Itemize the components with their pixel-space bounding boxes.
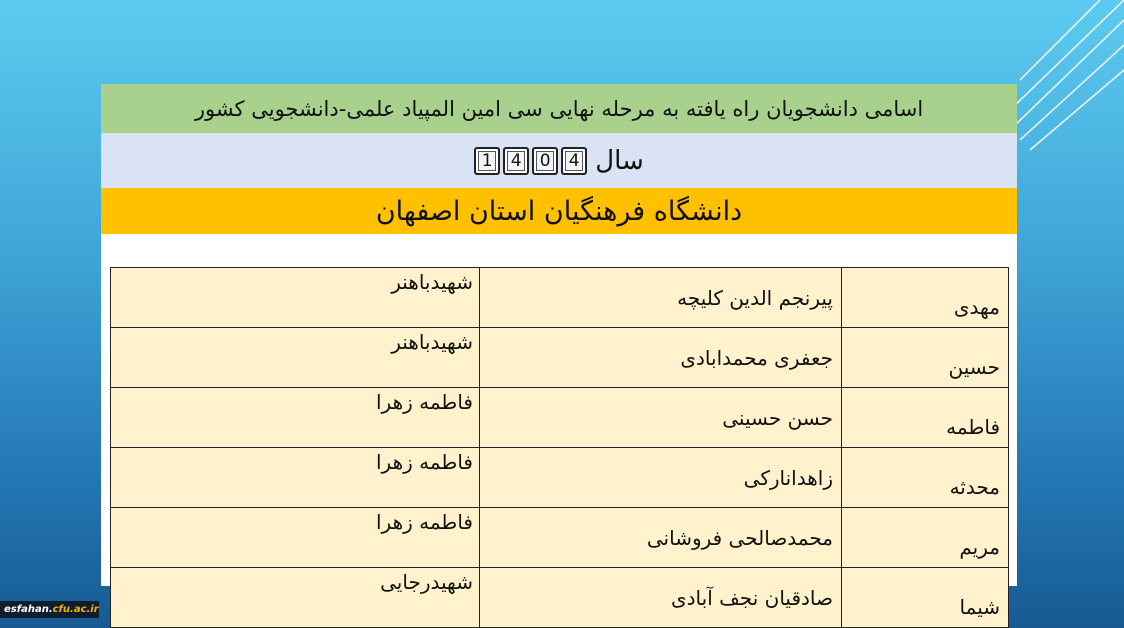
table-row: محدثه زاهدانارکی فاطمه زهرا — [110, 447, 1009, 508]
site-logo: esfahan.cfu.ac.ir — [0, 601, 99, 618]
campus-cell: شهیدباهنر — [110, 327, 480, 388]
logo-main: esfahan. — [4, 604, 53, 615]
university-name: دانشگاه فرهنگیان استان اصفهان — [375, 195, 743, 227]
last-name-cell: صادقیان نجف آبادی — [479, 567, 842, 628]
table-row: فاطمه حسن حسینی فاطمه زهرا — [110, 387, 1009, 448]
slide-content: اسامی دانشجویان راه یافته به مرحله نهایی… — [101, 84, 1017, 628]
first-name-cell: فاطمه — [841, 387, 1009, 448]
last-name-cell: حسن حسینی — [479, 387, 842, 448]
campus-cell: فاطمه زهرا — [110, 387, 480, 448]
campus-cell: فاطمه زهرا — [110, 507, 480, 568]
year-banner: سال 1 4 0 4 — [101, 133, 1017, 188]
year-digit: 4 — [561, 146, 588, 175]
year-digit: 1 — [474, 146, 501, 175]
first-name-cell: شیما — [841, 567, 1009, 628]
year-digit: 4 — [503, 146, 530, 175]
logo-accent: cfu.ac.ir — [52, 604, 99, 615]
last-name-cell: پیرنجم الدین کلیچه — [479, 267, 842, 328]
year-label: سال — [595, 145, 644, 176]
last-name-cell: محمدصالحی فروشانی — [479, 507, 842, 568]
campus-cell: شهیدرجایی — [110, 567, 480, 628]
first-name-cell: مریم — [841, 507, 1009, 568]
last-name-cell: زاهدانارکی — [479, 447, 842, 508]
table-row: مهدی پیرنجم الدین کلیچه شهیدباهنر — [110, 267, 1009, 328]
university-banner: دانشگاه فرهنگیان استان اصفهان — [101, 188, 1017, 234]
first-name-cell: حسین — [841, 327, 1009, 388]
last-name-cell: جعفری محمدابادی — [479, 327, 842, 388]
title-banner: اسامی دانشجویان راه یافته به مرحله نهایی… — [101, 84, 1017, 133]
campus-cell: شهیدباهنر — [110, 267, 480, 328]
table-row: شیما صادقیان نجف آبادی شهیدرجایی — [110, 567, 1009, 628]
year-digits: 1 4 0 4 — [474, 146, 588, 175]
table-row: مریم محمدصالحی فروشانی فاطمه زهرا — [110, 507, 1009, 568]
campus-cell: فاطمه زهرا — [110, 447, 480, 508]
students-table: مهدی پیرنجم الدین کلیچه شهیدباهنر حسین جعفری… — [110, 267, 1009, 628]
first-name-cell: مهدی — [841, 267, 1009, 328]
first-name-cell: محدثه — [841, 447, 1009, 508]
year-digit: 0 — [532, 146, 559, 175]
title-text: اسامی دانشجویان راه یافته به مرحله نهایی… — [194, 96, 924, 121]
table-row: حسین جعفری محمدابادی شهیدباهنر — [110, 327, 1009, 388]
